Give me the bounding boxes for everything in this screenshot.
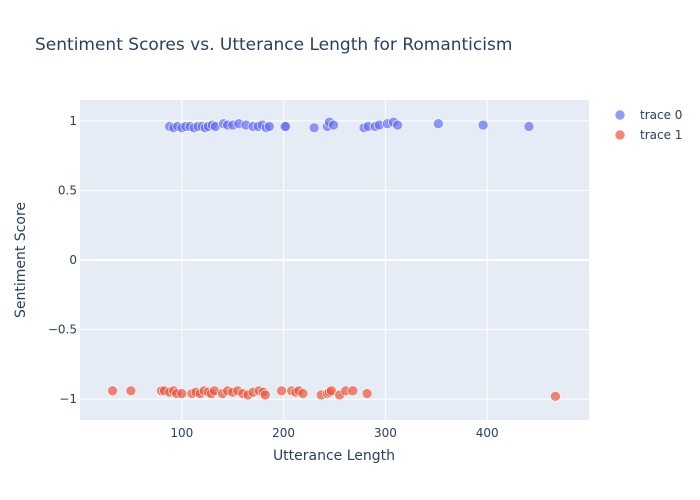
data-point-trace-0[interactable] xyxy=(328,119,339,131)
data-point-trace-1[interactable] xyxy=(259,389,271,401)
chart-title: Sentiment Scores vs. Utterance Length fo… xyxy=(35,35,512,55)
y-axis-ticks: −1 −0.5 0 0.5 1 xyxy=(48,114,77,406)
data-point-trace-0[interactable] xyxy=(392,119,403,131)
x-tick-label: 200 xyxy=(272,426,295,440)
data-point-trace-0[interactable] xyxy=(280,121,291,132)
x-tick-label: 300 xyxy=(374,426,397,440)
data-point-trace-0[interactable] xyxy=(433,118,444,129)
legend-label: trace 0 xyxy=(640,108,682,122)
legend-item-trace-0[interactable]: trace 0 xyxy=(614,108,682,122)
legend-marker xyxy=(614,109,626,121)
y-tick-label: 0 xyxy=(69,253,77,267)
data-point-trace-1[interactable] xyxy=(297,388,309,399)
data-point-trace-1[interactable] xyxy=(361,388,373,399)
x-axis-ticks: 100 200 300 400 xyxy=(170,426,498,440)
legend-item-trace-1[interactable]: trace 1 xyxy=(614,128,682,142)
y-axis-title: Sentiment Score xyxy=(13,202,29,318)
y-tick-label: −0.5 xyxy=(48,323,77,337)
data-point-trace-1[interactable] xyxy=(276,385,287,397)
data-point-trace-0[interactable] xyxy=(308,122,320,134)
data-point-trace-0[interactable] xyxy=(264,121,275,132)
data-point-trace-1[interactable] xyxy=(550,391,561,402)
data-point-trace-1[interactable] xyxy=(176,388,188,399)
gridlines xyxy=(80,100,589,420)
data-point-trace-1[interactable] xyxy=(107,385,118,397)
x-axis-title: Utterance Length xyxy=(273,448,395,464)
data-point-trace-1[interactable] xyxy=(125,385,137,397)
y-tick-label: 0.5 xyxy=(58,183,77,197)
legend-marker xyxy=(614,129,626,141)
y-tick-label: 1 xyxy=(69,114,77,128)
legend[interactable]: trace 0 trace 1 xyxy=(614,108,682,142)
data-points xyxy=(107,116,561,402)
data-point-trace-0[interactable] xyxy=(523,121,535,132)
y-tick-label: −1 xyxy=(59,392,77,406)
x-tick-label: 400 xyxy=(476,426,499,440)
legend-label: trace 1 xyxy=(640,128,682,142)
data-point-trace-0[interactable] xyxy=(477,119,489,131)
data-point-trace-1[interactable] xyxy=(347,385,359,397)
x-tick-label: 100 xyxy=(170,426,193,440)
